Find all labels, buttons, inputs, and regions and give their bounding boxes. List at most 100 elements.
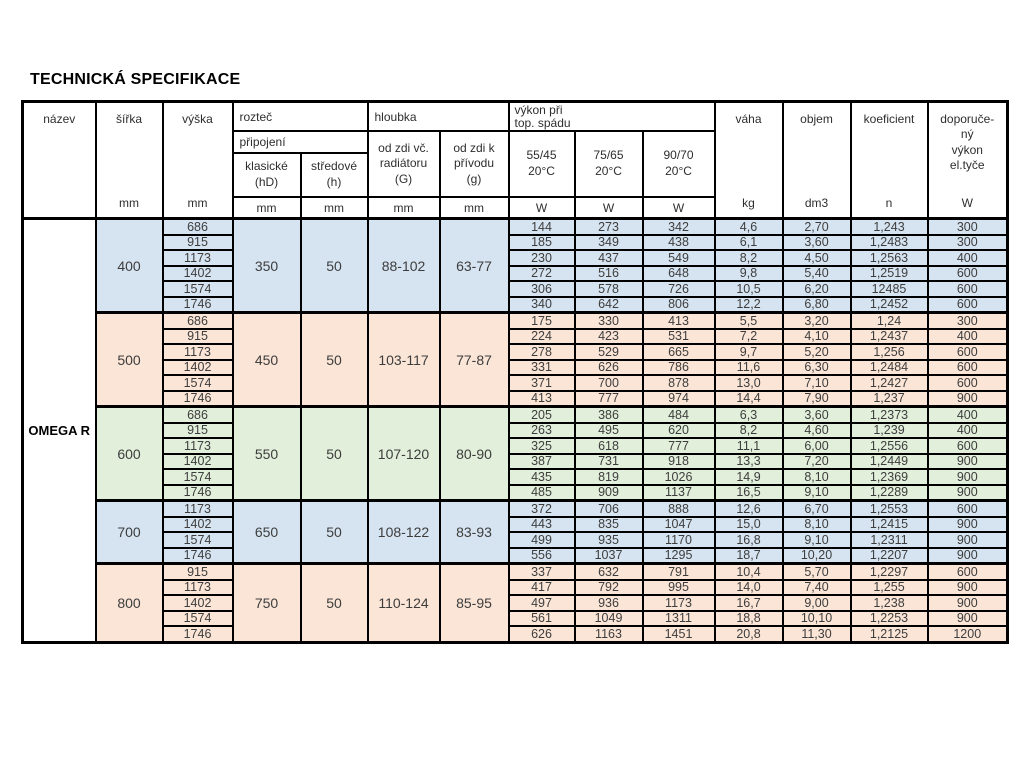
spec-row-600-1173: 1173 325 618 777 11,1 6,00 1,2556 600 (23, 437, 1009, 455)
cell-vykon-75-65: 777 (573, 389, 644, 408)
cell-vyska: 1574 (161, 531, 234, 549)
cell-objem: 6,30 (781, 358, 852, 376)
spec-row-800-1402: 1402 497 936 1173 16,7 9,00 1,238 900 (23, 594, 1009, 612)
objem-label: objem (800, 111, 833, 126)
spec-row-700-1402: 1402 443 835 1047 15,0 8,10 1,2415 900 (23, 515, 1009, 533)
col-header-stredove: středové (h) (299, 152, 369, 198)
stredove-group-cell: 50 (299, 499, 369, 565)
hloubka-g-group-cell: 80-90 (438, 405, 510, 502)
cell-objem: 10,10 (781, 609, 852, 627)
cell-vaha: 14,0 (713, 578, 784, 596)
cell-objem: 6,70 (781, 499, 852, 518)
cell-koeficient: 1,2483 (849, 233, 929, 251)
col-header-sirka: šířka mm (94, 100, 164, 220)
cell-vykon-55-45: 325 (507, 437, 576, 455)
cell-vykon-75-65: 835 (573, 515, 644, 533)
cell-koeficient: 1,2452 (849, 295, 929, 314)
cell-vykon-55-45: 224 (507, 327, 576, 345)
cell-vykon-55-45: 417 (507, 578, 576, 596)
cell-doporuceny-vykon: 900 (926, 468, 1009, 486)
cell-vykon-90-70: 1295 (641, 546, 716, 565)
hloubka-g-group-cell: 83-93 (438, 499, 510, 565)
roztec-sub-header: připojení (231, 130, 369, 154)
cell-doporuceny-vykon: 900 (926, 515, 1009, 533)
cell-objem: 2,70 (781, 217, 852, 236)
sirka-group-cell: 700 (94, 499, 164, 565)
cell-koeficient: 1,243 (849, 217, 929, 236)
cell-vykon-90-70: 648 (641, 264, 716, 282)
cell-doporuceny-vykon: 600 (926, 343, 1009, 361)
cell-objem: 7,40 (781, 578, 852, 596)
cell-vyska: 1402 (161, 358, 234, 376)
cell-vyska: 1402 (161, 515, 234, 533)
roztec-label: rozteč (239, 109, 273, 124)
cell-vaha: 6,1 (713, 233, 784, 251)
cell-vyska: 915 (161, 421, 234, 439)
cell-vaha: 8,2 (713, 249, 784, 267)
spec-row-500-686: 500 686 450 50 103-117 77-87 175 330 413 5,5 3,20 1… (23, 311, 1009, 408)
col-header-doporuceny: doporuče- ný výkon el.tyče W (926, 100, 1009, 220)
vykon-55-45-label: 55/45 20°C (526, 148, 557, 178)
cell-vykon-75-65: 349 (573, 233, 644, 251)
cell-vykon-55-45: 175 (507, 311, 576, 330)
cell-vykon-75-65: 819 (573, 468, 644, 486)
cell-koeficient: 1,237 (849, 389, 929, 408)
spec-row-500-1402: 1402 331 626 786 11,6 6,30 1,2484 600 (23, 358, 1009, 376)
cell-objem: 4,50 (781, 249, 852, 267)
cell-objem: 9,10 (781, 531, 852, 549)
cell-vaha: 4,6 (713, 217, 784, 236)
spec-row-600-686: 600 686 550 50 107-120 80-90 205 386 484 6,3 3,60 1… (23, 405, 1009, 502)
cell-vyska: 1173 (161, 437, 234, 455)
cell-objem: 7,90 (781, 389, 852, 408)
cell-doporuceny-vykon: 300 (926, 217, 1009, 236)
cell-vykon-55-45: 371 (507, 374, 576, 392)
cell-vykon-90-70: 791 (641, 562, 716, 581)
cell-vaha: 16,5 (713, 483, 784, 502)
cell-objem: 3,20 (781, 311, 852, 330)
cell-vykon-75-65: 495 (573, 421, 644, 439)
stredove-group-cell: 50 (299, 405, 369, 502)
col-header-nazev: název (21, 100, 97, 220)
col-header-objem: objem dm3 (781, 100, 852, 220)
cell-objem: 10,20 (781, 546, 852, 565)
spec-row-800-1173: 1173 417 792 995 14,0 7,40 1,255 900 (23, 578, 1009, 596)
cell-vaha: 11,1 (713, 437, 784, 455)
cell-vykon-75-65: 423 (573, 327, 644, 345)
klasicke-group-cell: 650 (231, 499, 302, 565)
cell-vaha: 14,4 (713, 389, 784, 408)
cell-doporuceny-vykon: 900 (926, 578, 1009, 596)
spec-row-500-915: 915 224 423 531 7,2 4,10 1,2437 400 (23, 327, 1009, 345)
cell-doporuceny-vykon: 600 (926, 295, 1009, 314)
cell-vyska: 1746 (161, 625, 234, 643)
cell-vykon-75-65: 386 (573, 405, 644, 424)
cell-vyska: 1173 (161, 499, 234, 518)
cell-vyska: 1746 (161, 546, 234, 565)
hloubka-G-label: od zdi vč. radiátoru (G) (378, 140, 429, 186)
cell-vyska: 1402 (161, 594, 234, 612)
cell-vyska: 686 (161, 405, 234, 424)
spec-row-400-1746: 1746 340 642 806 12,2 6,80 1,2452 600 (23, 295, 1009, 314)
cell-vaha: 13,0 (713, 374, 784, 392)
cell-vykon-75-65: 700 (573, 374, 644, 392)
col-header-vyska: výška mm (161, 100, 234, 220)
stredove-group-cell: 50 (299, 562, 369, 643)
cell-objem: 6,20 (781, 280, 852, 298)
cell-vykon-90-70: 806 (641, 295, 716, 314)
cell-vaha: 10,4 (713, 562, 784, 581)
cell-koeficient: 1,2369 (849, 468, 929, 486)
cell-vykon-75-65: 273 (573, 217, 644, 236)
col-group-hloubka: hloubka (366, 100, 510, 132)
cell-vykon-90-70: 1451 (641, 625, 716, 643)
cell-vykon-55-45: 443 (507, 515, 576, 533)
cell-koeficient: 1,2519 (849, 264, 929, 282)
cell-koeficient: 1,2253 (849, 609, 929, 627)
vyska-label: výška (182, 111, 213, 126)
cell-vykon-90-70: 665 (641, 343, 716, 361)
cell-objem: 5,20 (781, 343, 852, 361)
sirka-group-cell: 400 (94, 217, 164, 314)
cell-koeficient: 1,239 (849, 421, 929, 439)
cell-objem: 5,70 (781, 562, 852, 581)
cell-vykon-90-70: 620 (641, 421, 716, 439)
cell-vykon-55-45: 499 (507, 531, 576, 549)
cell-doporuceny-vykon: 600 (926, 264, 1009, 282)
